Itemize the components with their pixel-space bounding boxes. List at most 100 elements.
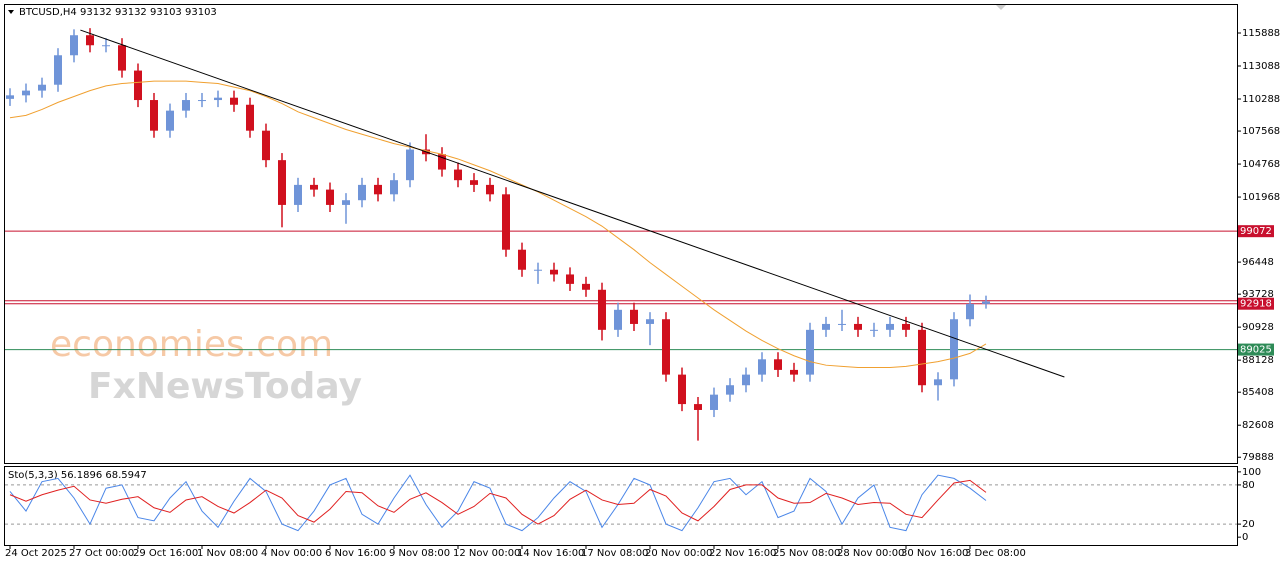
x-tick-label: 22 Nov 16:00: [709, 548, 776, 559]
candle-body: [630, 309, 638, 324]
candle-body: [486, 184, 494, 195]
candle-body: [614, 309, 622, 330]
y-tick-label: 107568: [1242, 126, 1280, 137]
level-label: 99072: [1240, 226, 1272, 237]
header-value: 93103: [185, 7, 217, 18]
x-tick-label: 12 Nov 00:00: [453, 548, 520, 559]
watermark: FxNewsToday: [88, 366, 362, 407]
y-tick-label: 0: [1242, 532, 1248, 543]
candle-body: [518, 249, 526, 270]
x-tick-label: 14 Nov 16:00: [517, 548, 584, 559]
candle-body: [198, 100, 206, 102]
candle-body: [118, 45, 126, 71]
x-tick-label: 24 Oct 2025: [5, 548, 67, 559]
candle-body: [342, 200, 350, 205]
x-tick-label: 20 Nov 00:00: [645, 548, 712, 559]
candle-body: [406, 149, 414, 181]
candle-body: [230, 97, 238, 105]
x-tick-label: 9 Nov 08:00: [389, 548, 450, 559]
candle-body: [710, 394, 718, 410]
candle-body: [662, 319, 670, 375]
y-tick-label: 104768: [1242, 159, 1280, 170]
indicator-panel: [4, 466, 1238, 546]
candle-body: [534, 269, 542, 271]
candle-body: [38, 84, 46, 91]
candle-body: [310, 184, 318, 190]
candle-body: [54, 55, 62, 85]
y-tick-label: 96448: [1242, 257, 1274, 268]
candle-body: [854, 323, 862, 330]
y-tick-label: 110288: [1242, 94, 1280, 105]
candle-body: [22, 90, 30, 96]
candle-body: [6, 95, 14, 99]
candle-body: [806, 329, 814, 375]
candle-body: [982, 301, 990, 304]
candle-body: [438, 154, 446, 170]
candle-body: [358, 184, 366, 201]
candle-body: [694, 404, 702, 410]
x-tick-label: 4 Nov 00:00: [261, 548, 322, 559]
level-label-box: [1238, 343, 1274, 356]
x-tick-label: 29 Oct 16:00: [133, 548, 198, 559]
candle-body: [182, 100, 190, 111]
candle-body: [870, 329, 878, 331]
x-tick-label: 25 Nov 08:00: [773, 548, 840, 559]
candle-body: [582, 283, 590, 290]
candle-body: [566, 274, 574, 284]
candle-body: [86, 35, 94, 46]
candle-body: [326, 189, 334, 205]
y-tick-label: 79888: [1242, 452, 1274, 463]
price-panel: [4, 4, 1238, 464]
candle-body: [502, 194, 510, 250]
watermark: economies.com: [50, 324, 333, 365]
x-tick-label: 3 Dec 08:00: [965, 548, 1026, 559]
shift-marker: [996, 5, 1006, 10]
candle-body: [374, 184, 382, 195]
header-value: 93132: [80, 7, 112, 18]
level-label-box: [1238, 297, 1274, 310]
indicator-line: [9, 479, 987, 525]
candle-body: [390, 180, 398, 195]
candle-body: [454, 169, 462, 181]
candle-body: [294, 184, 302, 205]
symbol: BTCUSD,H4: [19, 7, 77, 18]
level-label: 92918: [1240, 299, 1272, 310]
y-tick-label: 101968: [1242, 192, 1280, 203]
indicator-name: Sto(5,3,3): [8, 470, 58, 481]
y-tick-label: 115888: [1242, 28, 1280, 39]
x-tick-label: 1 Nov 08:00: [197, 548, 258, 559]
candle-body: [726, 385, 734, 395]
candle-body: [838, 323, 846, 325]
y-tick-label: 20: [1242, 519, 1255, 530]
candle-body: [774, 359, 782, 370]
candle-body: [918, 329, 926, 386]
candle-body: [678, 374, 686, 405]
candle-body: [886, 323, 894, 330]
candle-body: [646, 319, 654, 324]
candle-body: [550, 269, 558, 275]
y-tick-label: 100: [1242, 467, 1261, 478]
indicator-header: Sto(5,3,3) 56.1896 68.5947: [8, 470, 147, 481]
candle-body: [758, 359, 766, 375]
candle-body: [822, 323, 830, 330]
y-tick-label: 113088: [1242, 61, 1280, 72]
candle-body: [70, 35, 78, 56]
moving-average: [9, 80, 987, 369]
level-label: 89025: [1240, 345, 1272, 356]
menu-triangle[interactable]: [8, 10, 14, 14]
candle-body: [246, 104, 254, 131]
header-value: 93103: [150, 7, 182, 18]
x-tick-label: 27 Oct 00:00: [69, 548, 134, 559]
y-tick-label: 82608: [1242, 420, 1274, 431]
candle-body: [262, 130, 270, 161]
candle-body: [278, 160, 286, 205]
candle-body: [950, 319, 958, 380]
candle-body: [470, 180, 478, 185]
level-label-box: [1238, 225, 1274, 238]
candle-body: [150, 100, 158, 131]
x-tick-label: 17 Nov 08:00: [581, 548, 648, 559]
y-tick-label: 93728: [1242, 289, 1274, 300]
indicator-value: 68.5947: [105, 470, 146, 481]
x-tick-label: 6 Nov 16:00: [325, 548, 386, 559]
